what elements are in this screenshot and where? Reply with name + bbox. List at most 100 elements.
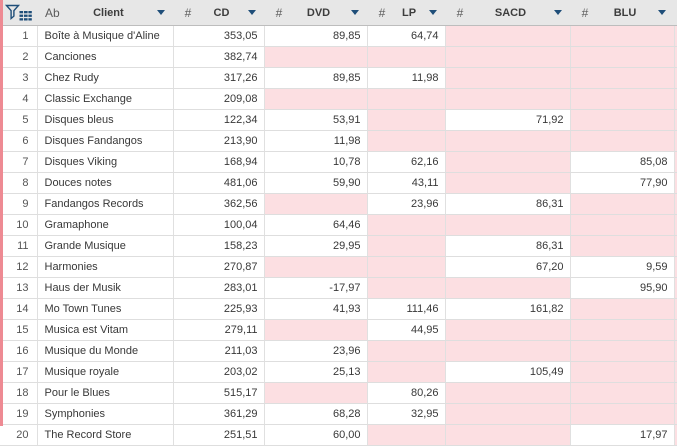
cell-dvd[interactable]: 23,96 — [264, 340, 368, 362]
cell-client[interactable]: Musique du Monde — [37, 340, 174, 362]
cell-dvd[interactable]: 10,78 — [264, 151, 368, 173]
row-number[interactable]: 12 — [0, 256, 38, 278]
cell-dvd[interactable]: 29,95 — [264, 235, 368, 257]
column-menu-client[interactable] — [153, 0, 169, 25]
cell-lp[interactable]: 23,96 — [367, 193, 446, 215]
cell-blu[interactable] — [570, 382, 675, 404]
cell-client[interactable]: Pour le Blues — [37, 382, 174, 404]
cell-sacd[interactable] — [445, 382, 571, 404]
row-number[interactable]: 8 — [0, 172, 38, 194]
row-number[interactable]: 17 — [0, 361, 38, 383]
cell-dvd[interactable]: 64,46 — [264, 214, 368, 236]
cell-client[interactable]: Classic Exchange — [37, 88, 174, 110]
cell-client[interactable]: Mo Town Tunes — [37, 298, 174, 320]
cell-sacd[interactable] — [445, 277, 571, 299]
row-number[interactable]: 3 — [0, 67, 38, 89]
cell-sacd[interactable] — [445, 88, 571, 110]
cell-cd[interactable]: 203,02 — [173, 361, 265, 383]
row-number[interactable]: 20 — [0, 424, 38, 446]
column-header-blu[interactable]: # BLU — [570, 0, 674, 26]
cell-sacd[interactable]: 86,31 — [445, 235, 571, 257]
cell-sacd[interactable] — [445, 214, 571, 236]
cell-sacd[interactable] — [445, 25, 571, 47]
cell-sacd[interactable]: 71,92 — [445, 109, 571, 131]
cell-dvd[interactable]: 41,93 — [264, 298, 368, 320]
cell-sacd[interactable]: 161,82 — [445, 298, 571, 320]
row-number[interactable]: 11 — [0, 235, 38, 257]
cell-lp[interactable]: 80,26 — [367, 382, 446, 404]
cell-dvd[interactable]: 11,98 — [264, 130, 368, 152]
row-number[interactable]: 1 — [0, 25, 38, 47]
cell-client[interactable]: Haus der Musik — [37, 277, 174, 299]
cell-client[interactable]: Fandangos Records — [37, 193, 174, 215]
cell-sacd[interactable]: 67,20 — [445, 256, 571, 278]
cell-lp[interactable] — [367, 109, 446, 131]
cell-sacd[interactable] — [445, 403, 571, 425]
cell-client[interactable]: Canciones — [37, 46, 174, 68]
cell-dvd[interactable]: 68,28 — [264, 403, 368, 425]
column-menu-sacd[interactable] — [550, 0, 566, 25]
cell-cd[interactable]: 225,93 — [173, 298, 265, 320]
row-number[interactable]: 10 — [0, 214, 38, 236]
cell-blu[interactable] — [570, 25, 675, 47]
cell-cd[interactable]: 211,03 — [173, 340, 265, 362]
cell-cd[interactable]: 361,29 — [173, 403, 265, 425]
cell-lp[interactable]: 64,74 — [367, 25, 446, 47]
column-menu-cd[interactable] — [244, 0, 260, 25]
cell-lp[interactable] — [367, 235, 446, 257]
cell-cd[interactable]: 279,11 — [173, 319, 265, 341]
cell-cd[interactable]: 213,90 — [173, 130, 265, 152]
column-header-sacd[interactable]: # SACD — [445, 0, 570, 26]
cell-client[interactable]: Boîte à Musique d'Aline — [37, 25, 174, 47]
row-number[interactable]: 18 — [0, 382, 38, 404]
cell-dvd[interactable]: 25,13 — [264, 361, 368, 383]
cell-dvd[interactable] — [264, 88, 368, 110]
cell-cd[interactable]: 283,01 — [173, 277, 265, 299]
cell-cd[interactable]: 353,05 — [173, 25, 265, 47]
cell-client[interactable]: Symphonies — [37, 403, 174, 425]
cell-blu[interactable] — [570, 340, 675, 362]
cell-cd[interactable]: 122,34 — [173, 109, 265, 131]
cell-blu[interactable]: 17,97 — [570, 424, 675, 446]
cell-cd[interactable]: 209,08 — [173, 88, 265, 110]
cell-lp[interactable] — [367, 46, 446, 68]
cell-blu[interactable]: 85,08 — [570, 151, 675, 173]
cell-cd[interactable]: 515,17 — [173, 382, 265, 404]
cell-client[interactable]: Disques Viking — [37, 151, 174, 173]
cell-client[interactable]: Disques Fandangos — [37, 130, 174, 152]
cell-lp[interactable] — [367, 88, 446, 110]
cell-blu[interactable]: 9,59 — [570, 256, 675, 278]
column-header-cd[interactable]: # CD — [173, 0, 264, 26]
cell-sacd[interactable] — [445, 340, 571, 362]
column-menu-dvd[interactable] — [347, 0, 363, 25]
column-header-client[interactable]: Ab Client — [37, 0, 173, 26]
cell-blu[interactable]: 77,90 — [570, 172, 675, 194]
cell-cd[interactable]: 158,23 — [173, 235, 265, 257]
cell-lp[interactable] — [367, 214, 446, 236]
cell-dvd[interactable] — [264, 46, 368, 68]
cell-dvd[interactable]: 89,85 — [264, 67, 368, 89]
cell-client[interactable]: Chez Rudy — [37, 67, 174, 89]
cell-sacd[interactable]: 86,31 — [445, 193, 571, 215]
cell-blu[interactable] — [570, 403, 675, 425]
cell-cd[interactable]: 270,87 — [173, 256, 265, 278]
cell-client[interactable]: Gramaphone — [37, 214, 174, 236]
cell-dvd[interactable] — [264, 319, 368, 341]
cell-blu[interactable] — [570, 235, 675, 257]
cell-cd[interactable]: 100,04 — [173, 214, 265, 236]
cell-dvd[interactable]: 60,00 — [264, 424, 368, 446]
cell-lp[interactable]: 11,98 — [367, 67, 446, 89]
cell-lp[interactable] — [367, 130, 446, 152]
row-number[interactable]: 9 — [0, 193, 38, 215]
cell-lp[interactable] — [367, 424, 446, 446]
row-number[interactable]: 13 — [0, 277, 38, 299]
row-number[interactable]: 2 — [0, 46, 38, 68]
cell-blu[interactable] — [570, 109, 675, 131]
row-number[interactable]: 4 — [0, 88, 38, 110]
cell-lp[interactable]: 32,95 — [367, 403, 446, 425]
row-number[interactable]: 7 — [0, 151, 38, 173]
cell-sacd[interactable] — [445, 172, 571, 194]
cell-dvd[interactable]: 89,85 — [264, 25, 368, 47]
cell-dvd[interactable]: 59,90 — [264, 172, 368, 194]
cell-blu[interactable] — [570, 67, 675, 89]
